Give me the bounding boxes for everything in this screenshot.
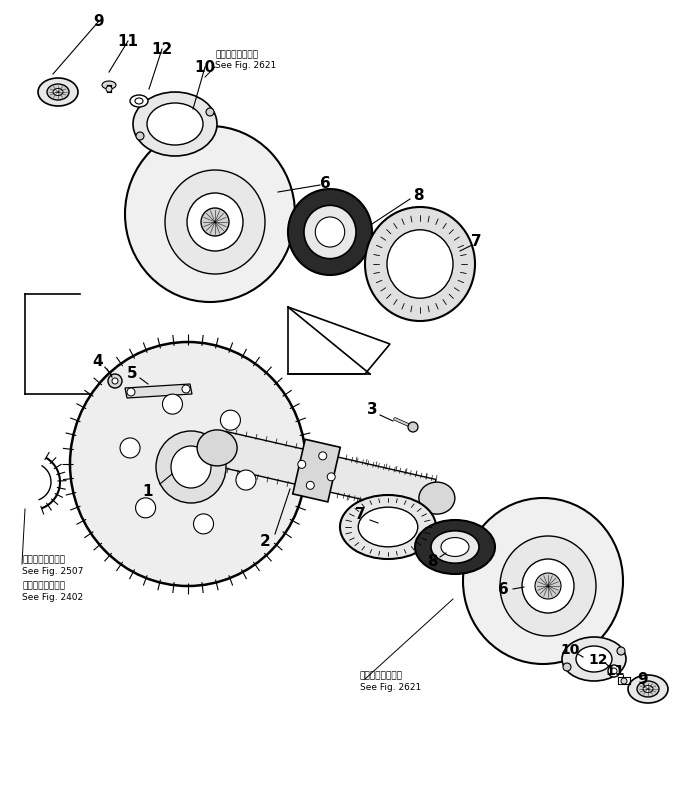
Polygon shape (125, 384, 192, 398)
Ellipse shape (156, 431, 226, 504)
Ellipse shape (637, 681, 659, 697)
Ellipse shape (197, 431, 237, 466)
Ellipse shape (628, 676, 668, 703)
Ellipse shape (53, 89, 63, 97)
Circle shape (136, 498, 155, 518)
Circle shape (298, 461, 306, 469)
Text: 7: 7 (471, 234, 481, 249)
Circle shape (236, 470, 256, 491)
Ellipse shape (133, 93, 217, 157)
Text: See Fig. 2507: See Fig. 2507 (22, 567, 83, 576)
Text: 10: 10 (195, 61, 216, 75)
Ellipse shape (358, 508, 418, 547)
Circle shape (182, 385, 190, 393)
Ellipse shape (315, 217, 344, 247)
Ellipse shape (165, 171, 265, 275)
Text: 第２６２１図参照: 第２６２１図参照 (360, 671, 403, 680)
Ellipse shape (201, 208, 229, 237)
Ellipse shape (576, 646, 612, 672)
Text: See Fig. 2621: See Fig. 2621 (215, 62, 276, 71)
Circle shape (136, 133, 144, 141)
Circle shape (120, 439, 140, 458)
Text: 第２４０２図参照: 第２４０２図参照 (22, 581, 65, 590)
Ellipse shape (643, 685, 653, 693)
Ellipse shape (431, 531, 479, 564)
Circle shape (408, 423, 418, 432)
Ellipse shape (47, 85, 69, 101)
Circle shape (108, 375, 122, 388)
Ellipse shape (463, 499, 623, 664)
Ellipse shape (419, 483, 455, 514)
Polygon shape (293, 440, 340, 502)
Text: 4: 4 (93, 354, 103, 369)
Text: 11: 11 (117, 34, 138, 49)
Ellipse shape (365, 208, 475, 322)
Ellipse shape (38, 79, 78, 107)
Ellipse shape (535, 573, 561, 599)
Text: 第２５０１図参照: 第２５０１図参照 (22, 555, 65, 564)
Ellipse shape (187, 194, 243, 251)
Text: 9: 9 (638, 672, 648, 687)
Ellipse shape (147, 104, 203, 146)
Ellipse shape (340, 496, 436, 560)
Text: 3: 3 (367, 402, 378, 417)
Circle shape (608, 665, 620, 677)
Circle shape (611, 668, 617, 674)
Circle shape (106, 87, 112, 93)
Circle shape (112, 379, 118, 384)
Text: 7: 7 (355, 507, 365, 521)
Circle shape (306, 482, 315, 490)
Ellipse shape (304, 206, 356, 260)
Text: 6: 6 (319, 175, 330, 191)
Ellipse shape (102, 82, 116, 90)
Circle shape (127, 388, 135, 397)
Circle shape (220, 410, 241, 431)
Ellipse shape (135, 99, 143, 105)
Ellipse shape (387, 230, 453, 298)
Circle shape (163, 395, 182, 414)
Circle shape (617, 647, 625, 655)
Circle shape (327, 474, 335, 481)
Ellipse shape (522, 560, 574, 613)
Ellipse shape (288, 190, 372, 276)
Polygon shape (218, 432, 436, 515)
Text: 1: 1 (143, 484, 153, 499)
Ellipse shape (415, 521, 495, 574)
Text: 12: 12 (589, 652, 607, 666)
Ellipse shape (125, 127, 295, 303)
Text: 6: 6 (498, 581, 508, 597)
Text: 8: 8 (426, 554, 437, 569)
Ellipse shape (562, 637, 626, 681)
Text: 第２６２１図参照: 第２６２１図参照 (215, 50, 258, 59)
Ellipse shape (500, 536, 596, 636)
Text: 12: 12 (151, 42, 173, 58)
Text: 11: 11 (605, 663, 624, 677)
Text: See Fig. 2402: See Fig. 2402 (22, 593, 83, 602)
Ellipse shape (70, 342, 306, 586)
Text: 10: 10 (560, 642, 580, 656)
Circle shape (206, 109, 214, 117)
Text: 9: 9 (94, 15, 104, 29)
Circle shape (563, 663, 571, 672)
Text: See Fig. 2621: See Fig. 2621 (360, 683, 421, 692)
Text: 2: 2 (260, 534, 271, 549)
Ellipse shape (441, 538, 469, 557)
Ellipse shape (171, 446, 211, 488)
Text: 8: 8 (413, 188, 423, 204)
Circle shape (193, 514, 214, 534)
Ellipse shape (130, 96, 148, 108)
Circle shape (621, 678, 627, 684)
Circle shape (319, 453, 327, 461)
Text: 5: 5 (127, 366, 138, 381)
